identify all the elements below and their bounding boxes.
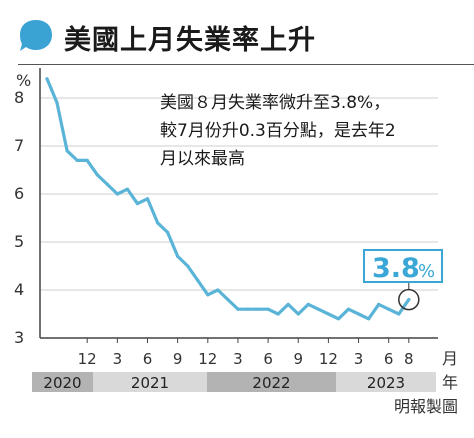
data-point	[206, 293, 210, 297]
year-band	[93, 372, 207, 392]
year-band	[336, 372, 436, 392]
data-point	[296, 312, 300, 316]
annotation-line: 月以來最高	[160, 149, 245, 169]
data-point	[377, 302, 381, 306]
year-label: 2020	[43, 374, 81, 392]
data-point	[55, 101, 59, 105]
source-credit: 明報製圖	[394, 397, 458, 416]
data-point	[236, 307, 240, 311]
x-axis-month-unit: 月	[442, 349, 458, 368]
data-point	[256, 307, 260, 311]
x-axis-year-unit: 年	[442, 373, 458, 392]
speech-bubble-icon	[20, 20, 52, 51]
year-label: 2021	[131, 374, 169, 392]
title-bar: 美國上月失業率上升	[18, 14, 474, 65]
data-point	[316, 307, 320, 311]
data-point	[407, 298, 411, 302]
year-band	[32, 372, 93, 392]
data-point	[115, 192, 119, 196]
x-tick-label: 12	[198, 350, 217, 368]
y-tick-label: 6	[14, 184, 24, 203]
data-point	[45, 77, 49, 81]
data-point	[286, 302, 290, 306]
title-divider	[18, 64, 474, 65]
x-tick-label: 6	[384, 350, 394, 368]
series-line	[45, 77, 411, 321]
x-tick-label: 9	[293, 350, 303, 368]
data-point	[326, 312, 330, 316]
data-point	[356, 312, 361, 316]
data-point	[216, 288, 220, 292]
data-point	[367, 317, 371, 321]
x-tick-label: 6	[143, 350, 153, 368]
data-point	[155, 221, 160, 225]
data-point	[186, 264, 190, 268]
data-point	[196, 278, 200, 282]
data-point	[266, 307, 270, 311]
data-point	[336, 317, 341, 321]
y-tick-label: 5	[14, 232, 24, 251]
data-point	[125, 187, 129, 191]
x-tick-label: 9	[173, 350, 183, 368]
y-axis-unit: %	[16, 71, 31, 90]
chart-title: 美國上月失業率上升	[64, 25, 316, 56]
y-tick-label: 8	[14, 88, 24, 107]
callout-value: 3.8	[372, 253, 420, 284]
data-point	[135, 202, 140, 206]
callout-unit: %	[418, 261, 435, 282]
data-point	[166, 230, 170, 234]
y-tick-label: 4	[14, 280, 24, 299]
data-point	[276, 312, 280, 316]
x-tick-label: 3	[113, 350, 123, 368]
annotation-line: 較7月份升0.3百分點，是去年2	[160, 121, 396, 141]
x-tick-label: 12	[319, 350, 338, 368]
x-tick-label: 3	[233, 350, 243, 368]
x-tick-label: 6	[263, 350, 273, 368]
data-point	[75, 158, 79, 162]
x-tick-label: 3	[354, 350, 364, 368]
x-tick-label: 12	[78, 350, 97, 368]
callout-box	[363, 249, 443, 283]
data-point	[145, 197, 150, 201]
y-tick-label: 7	[14, 136, 24, 155]
data-point	[306, 302, 310, 306]
x-tick-label: 8	[404, 350, 414, 368]
data-point	[65, 149, 69, 153]
annotation-line: 美國８月失業率微升至3.8%，	[160, 93, 390, 113]
year-band	[207, 372, 336, 392]
data-point	[95, 173, 99, 177]
data-point	[397, 312, 401, 316]
year-label: 2022	[252, 374, 290, 392]
data-point	[105, 182, 109, 186]
data-point	[176, 254, 180, 258]
data-point	[226, 298, 230, 302]
year-label: 2023	[367, 374, 405, 392]
data-point	[85, 158, 89, 162]
data-point	[346, 307, 351, 311]
data-point	[246, 307, 250, 311]
data-point	[387, 307, 391, 311]
y-tick-label: 3	[14, 328, 24, 347]
